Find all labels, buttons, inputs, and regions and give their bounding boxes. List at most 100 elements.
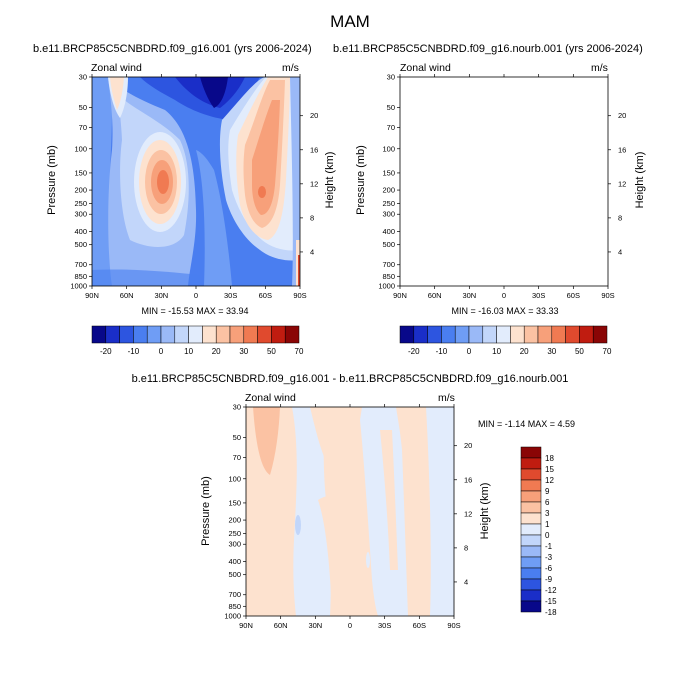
colorbar-top-label: 50 xyxy=(267,347,276,356)
y2-tick-label: 16 xyxy=(310,145,318,154)
contour-bottom xyxy=(246,407,454,616)
x-tick-label: 0 xyxy=(194,291,198,300)
y-tick-label: 100 xyxy=(74,144,87,153)
y-tick-label: 50 xyxy=(233,433,241,442)
colorbar-top-swatch xyxy=(91,325,107,344)
y2-tick-label: 12 xyxy=(310,179,318,188)
colorbar-top-label: 30 xyxy=(239,347,248,356)
y-tick-label: 100 xyxy=(382,144,395,153)
x-tick-label: 90N xyxy=(393,291,407,300)
colorbar-top-label: 10 xyxy=(184,347,193,356)
y-tick-label: 1000 xyxy=(224,612,241,621)
colorbar-top-swatch xyxy=(146,325,162,344)
colorbar-top-swatch xyxy=(537,325,553,344)
y-tick-label: 30 xyxy=(233,403,241,412)
colorbar-bottom-swatch xyxy=(520,479,542,492)
colorbar-top-label: 20 xyxy=(212,347,221,356)
colorbar-bottom-label: 12 xyxy=(545,476,554,485)
colorbar-top-swatch xyxy=(202,325,217,344)
x-tick-label: 90S xyxy=(447,621,460,630)
y-tick-label: 250 xyxy=(228,529,241,538)
y2-tick-label: 8 xyxy=(464,543,468,552)
colorbar-bottom-swatch xyxy=(520,534,542,547)
colorbar-top-swatch xyxy=(427,325,442,344)
colorbar-bottom-swatch xyxy=(520,490,542,503)
colorbar-bottom-label: 1 xyxy=(545,520,550,529)
y-tick-label: 250 xyxy=(74,199,87,208)
y-tick-label: 30 xyxy=(387,73,395,82)
contour-top-left xyxy=(92,77,300,286)
colorbar-top-swatch xyxy=(579,325,594,344)
y-tick-label: 70 xyxy=(79,123,87,132)
colorbar-top-swatch xyxy=(119,325,134,344)
y2-tick-label: 16 xyxy=(618,145,626,154)
units-label-top-right: m/s xyxy=(591,62,608,74)
colorbar-top-swatch xyxy=(496,325,511,344)
y-tick-label: 400 xyxy=(228,557,241,566)
y-tick-label: 200 xyxy=(228,516,241,525)
colorbar-bottom-label: 6 xyxy=(545,498,550,507)
colorbar-top-swatch xyxy=(160,325,176,344)
colorbar-bottom-swatch xyxy=(520,567,542,580)
colorbar-top-swatch xyxy=(399,325,415,344)
y2-tick-label: 20 xyxy=(310,111,318,120)
colorbar-top-swatch xyxy=(510,325,525,344)
colorbar-bottom-swatch xyxy=(520,545,542,558)
y2-tick-label: 4 xyxy=(464,577,468,586)
colorbar-top-swatch xyxy=(257,325,272,344)
colorbar-bottom-swatch xyxy=(520,523,542,536)
colorbar-top-swatch xyxy=(413,325,428,344)
left-label-top-right: Zonal wind xyxy=(400,62,451,74)
colorbar-bottom-swatch xyxy=(520,512,542,525)
axes-group: 90N 60N 30N 0 30S 60S 90S305070100150200250300… xyxy=(70,73,626,631)
colorbar-top-swatch xyxy=(133,325,148,344)
colorbar-bottom-label: 3 xyxy=(545,509,550,518)
y-tick-label: 1000 xyxy=(378,282,395,291)
x-tick-label: 0 xyxy=(502,291,506,300)
contour-top-right xyxy=(400,77,608,286)
y-tick-label: 70 xyxy=(387,123,395,132)
panel-title-top-left: b.e11.BRCP85C5CNBDRD.f09_g16.001 (yrs 20… xyxy=(33,43,312,55)
stats-top-left: MIN = -15.53 MAX = 33.94 xyxy=(141,306,249,316)
colorbar-bottom-swatch xyxy=(520,589,542,602)
stats-top-right: MIN = -16.03 MAX = 33.33 xyxy=(451,306,559,316)
y-tick-label: 850 xyxy=(382,272,395,281)
y2-tick-label: 8 xyxy=(310,213,314,222)
colorbar-top-swatch xyxy=(243,325,258,344)
y-tick-label: 1000 xyxy=(70,282,87,291)
panel-title-top-right: b.e11.BRCP85C5CNBDRD.f09_g16.nourb.001 (… xyxy=(333,43,643,55)
colorbars-group: -20 -10 0 10 20 30 50 70 -20 -10 0 10 20 30 50 70181512… xyxy=(91,325,612,617)
colorbar-bottom-label: 9 xyxy=(545,487,550,496)
colorbar-bottom-label: -18 xyxy=(545,608,557,617)
colorbar-top-label: 10 xyxy=(492,347,501,356)
colorbar-bottom-label: -3 xyxy=(545,553,553,562)
colorbar-top-label: 0 xyxy=(159,347,164,356)
colorbar-top-label: 30 xyxy=(547,347,556,356)
y-tick-label: 300 xyxy=(228,540,241,549)
x-tick-label: 0 xyxy=(348,621,352,630)
colorbar-top-swatch xyxy=(565,325,580,344)
colorbar-top-swatch xyxy=(454,325,470,344)
stats-bottom: MIN = -1.14 MAX = 4.59 xyxy=(478,419,576,429)
x-tick-label: 30N xyxy=(154,291,168,300)
y-tick-label: 50 xyxy=(79,103,87,112)
colorbar-top-swatch xyxy=(523,325,539,344)
colorbar-bottom-swatch xyxy=(520,501,542,514)
x-tick-label: 30S xyxy=(224,291,237,300)
y-tick-label: 400 xyxy=(382,227,395,236)
x-tick-label: 90N xyxy=(239,621,253,630)
colorbar-bottom-swatch xyxy=(520,600,542,613)
colorbar-top-swatch xyxy=(271,325,286,344)
colorbar-top-swatch xyxy=(482,325,497,344)
x-tick-label: 60N xyxy=(428,291,442,300)
colorbar-top-label: -10 xyxy=(436,347,448,356)
colorbar-bottom-swatch xyxy=(520,468,542,481)
frame-top-right xyxy=(399,76,609,287)
colorbar-top-swatch xyxy=(284,325,300,344)
colorbar-top-label: 70 xyxy=(295,347,304,356)
colorbar-top-label: 20 xyxy=(520,347,529,356)
y-tick-label: 100 xyxy=(228,474,241,483)
y2-tick-label: 16 xyxy=(464,475,472,484)
x-tick-label: 30N xyxy=(308,621,322,630)
